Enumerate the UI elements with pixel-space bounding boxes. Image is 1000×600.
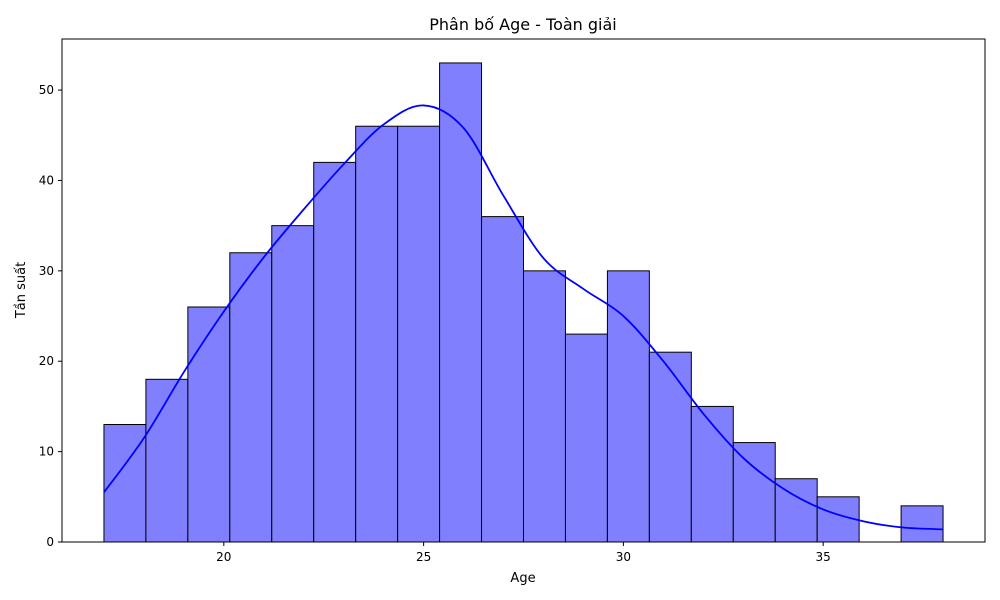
plot-frame xyxy=(61,38,986,543)
histogram-bar xyxy=(439,62,483,543)
histogram-bar xyxy=(690,405,734,543)
y-axis-label: Tần suất xyxy=(14,262,29,319)
x-tick-label: 20 xyxy=(216,550,231,564)
chart-title: Phân bố Age - Toàn giải xyxy=(429,15,616,34)
histogram-bar xyxy=(145,378,189,543)
y-tick-label: 10 xyxy=(39,445,54,459)
y-tick-label: 50 xyxy=(39,83,54,97)
y-tick-label: 40 xyxy=(39,173,54,187)
y-tick-label: 30 xyxy=(39,264,54,278)
histogram-bar xyxy=(648,351,692,543)
x-tick-label: 25 xyxy=(416,550,431,564)
histogram-bar xyxy=(523,270,566,543)
histogram-bar xyxy=(774,478,818,543)
histogram-bar xyxy=(900,505,944,543)
y-tick-label: 20 xyxy=(39,354,54,368)
histogram-bar xyxy=(229,252,273,543)
histogram-bar xyxy=(271,225,315,543)
x-tick-label: 30 xyxy=(616,550,631,564)
y-axis-ticks: 0 10 20 30 40 50 xyxy=(39,83,62,549)
histogram-bars xyxy=(103,62,944,543)
histogram-bar xyxy=(355,125,399,543)
x-axis-label: Age xyxy=(510,571,535,586)
kde-curve xyxy=(103,104,944,531)
histogram-bar xyxy=(397,125,441,543)
histogram-bar xyxy=(606,270,650,543)
histogram-bar xyxy=(187,306,231,543)
histogram-bar xyxy=(732,442,776,543)
y-tick-label: 0 xyxy=(46,535,54,549)
histogram-bar xyxy=(564,333,608,543)
histogram-bar xyxy=(481,216,524,543)
histogram-bar xyxy=(313,161,357,543)
x-axis-ticks: 20 25 30 35 xyxy=(216,542,831,564)
x-tick-label: 35 xyxy=(816,550,831,564)
